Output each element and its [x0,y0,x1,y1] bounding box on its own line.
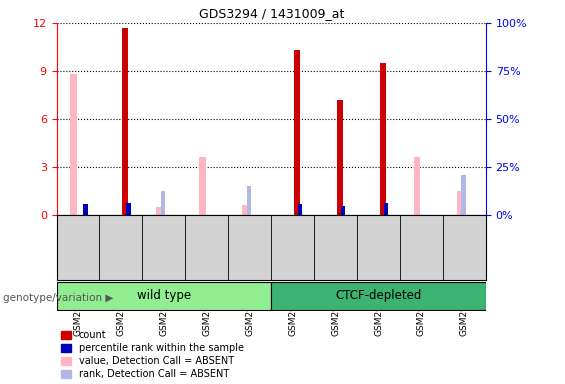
Text: wild type: wild type [137,288,191,301]
Title: GDS3294 / 1431009_at: GDS3294 / 1431009_at [198,7,344,20]
Bar [461,175,466,215]
Bar [380,63,386,215]
Legend: count, percentile rank within the sample, value, Detection Call = ABSENT, rank, : count, percentile rank within the sample… [62,330,244,379]
Bar [457,191,463,215]
Bar [127,204,131,215]
FancyBboxPatch shape [271,282,486,310]
Bar [337,100,343,215]
Text: CTCF-depleted: CTCF-depleted [336,288,421,301]
Text: genotype/variation ▶: genotype/variation ▶ [3,293,113,303]
Bar [341,206,345,215]
Bar [294,50,300,215]
Bar [298,204,302,215]
Bar [157,207,163,215]
Bar [246,186,251,215]
Bar [160,191,165,215]
Bar [122,28,128,215]
Bar [199,157,206,215]
FancyBboxPatch shape [56,282,271,310]
Bar [384,204,388,215]
Bar [84,204,88,215]
Bar [71,74,77,215]
Bar [414,157,420,215]
Bar [242,205,249,215]
